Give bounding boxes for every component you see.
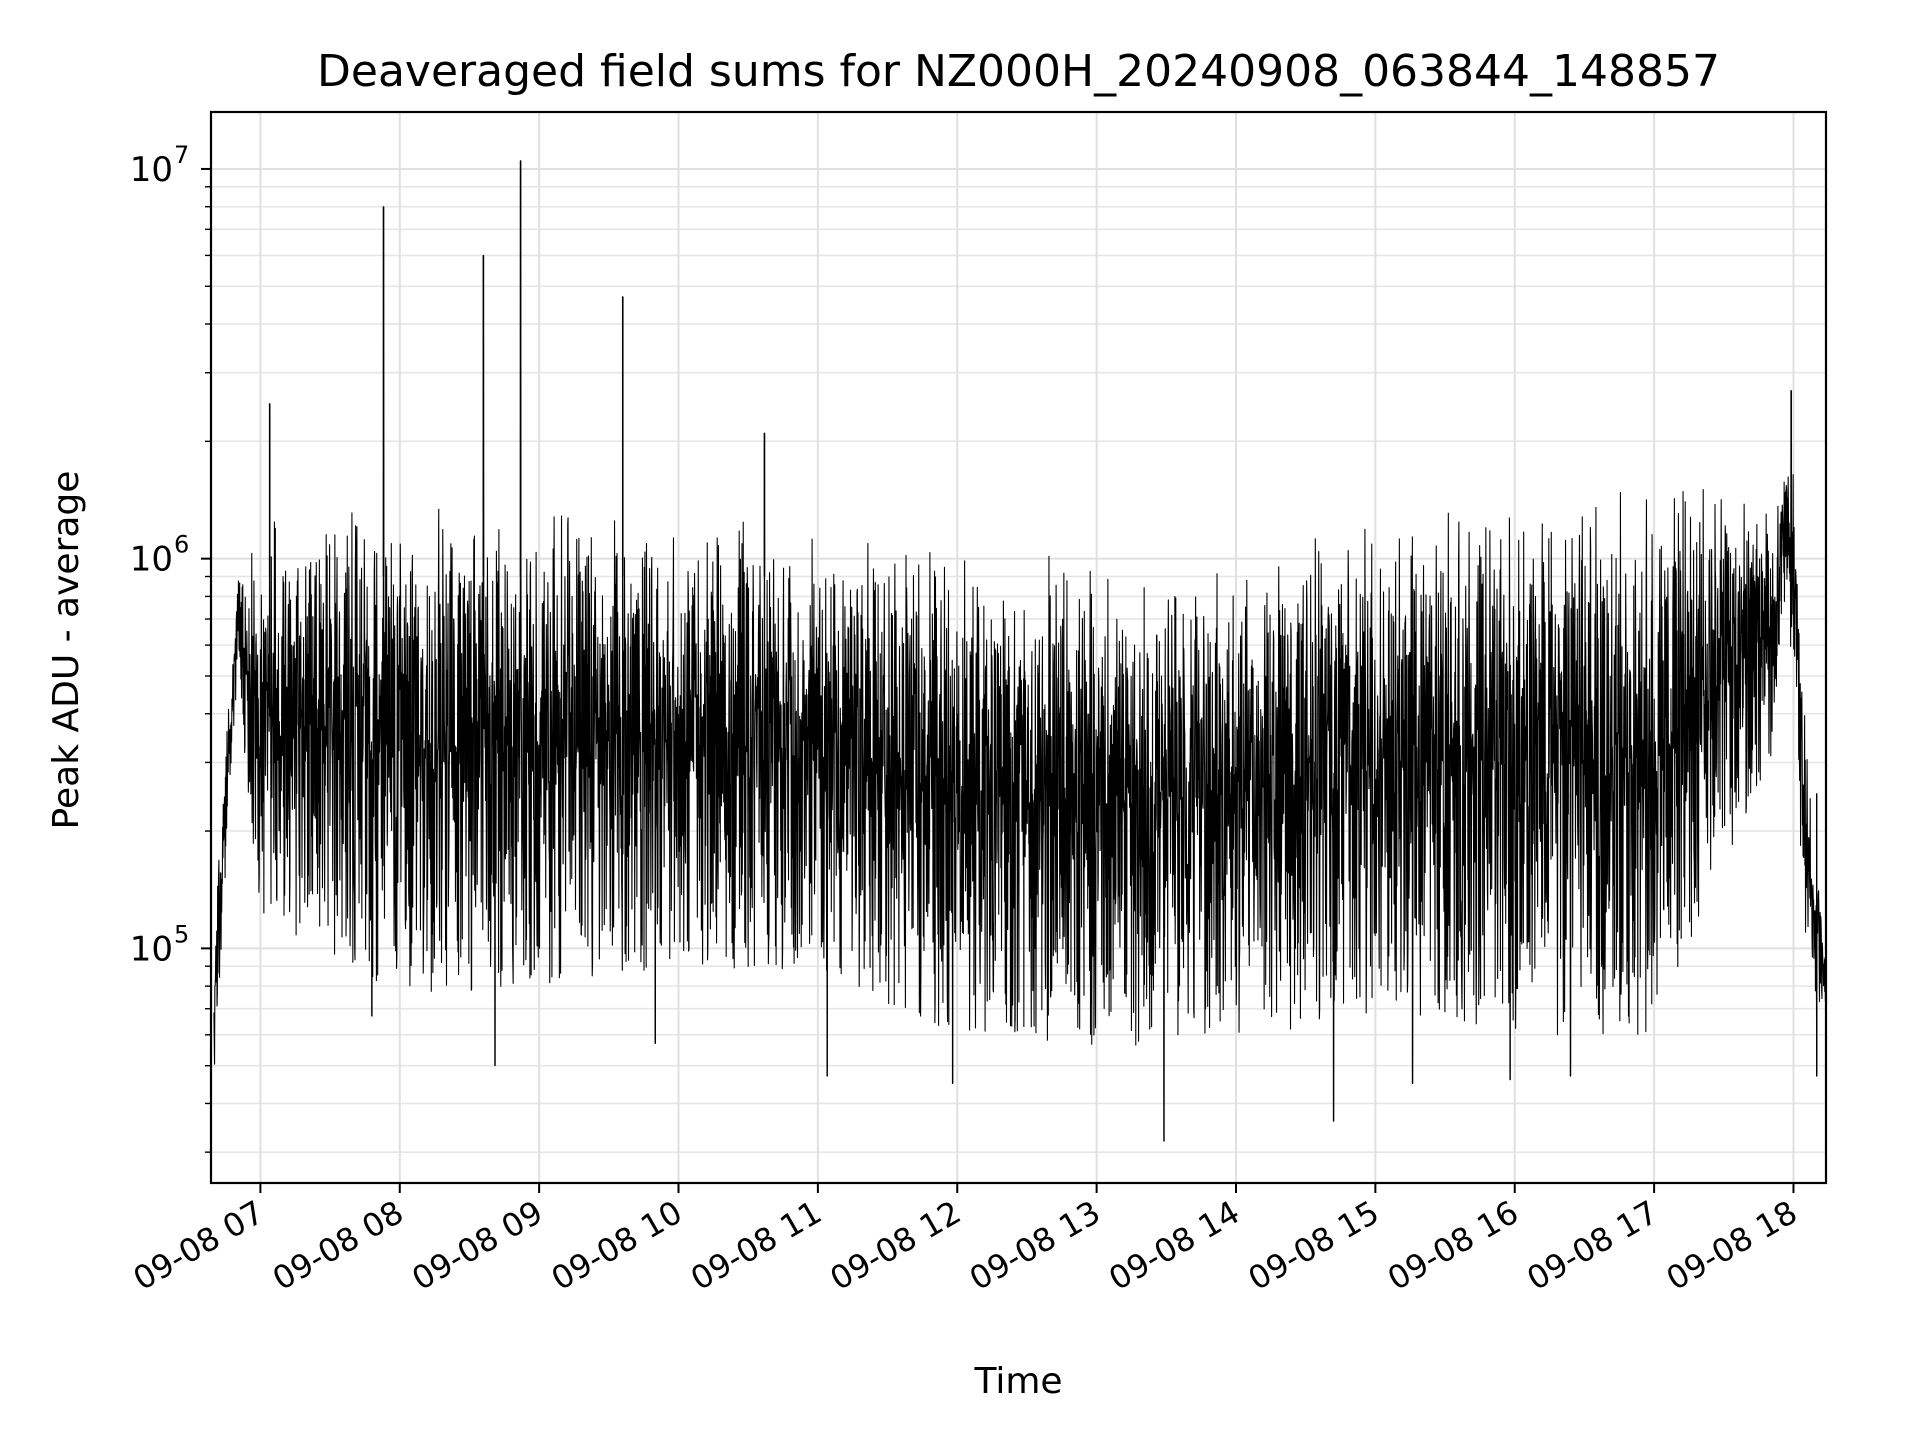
y-tick-label: 10 bbox=[130, 929, 173, 969]
plot-area bbox=[213, 160, 1827, 1142]
series-line bbox=[213, 160, 1827, 1142]
y-tick-label-exponent: 5 bbox=[174, 920, 189, 948]
chart-title: Deaveraged field sums for NZ000H_2024090… bbox=[317, 46, 1720, 97]
y-tick-label-exponent: 6 bbox=[174, 531, 189, 559]
x-axis-label: Time bbox=[973, 1361, 1062, 1402]
plot-frame bbox=[209, 110, 1828, 1185]
y-tick-label-exponent: 7 bbox=[174, 141, 189, 169]
y-axis-label: Peak ADU - average bbox=[46, 471, 87, 830]
y-tick-label: 10 bbox=[130, 540, 173, 580]
y-tick-label: 10 bbox=[130, 150, 173, 190]
